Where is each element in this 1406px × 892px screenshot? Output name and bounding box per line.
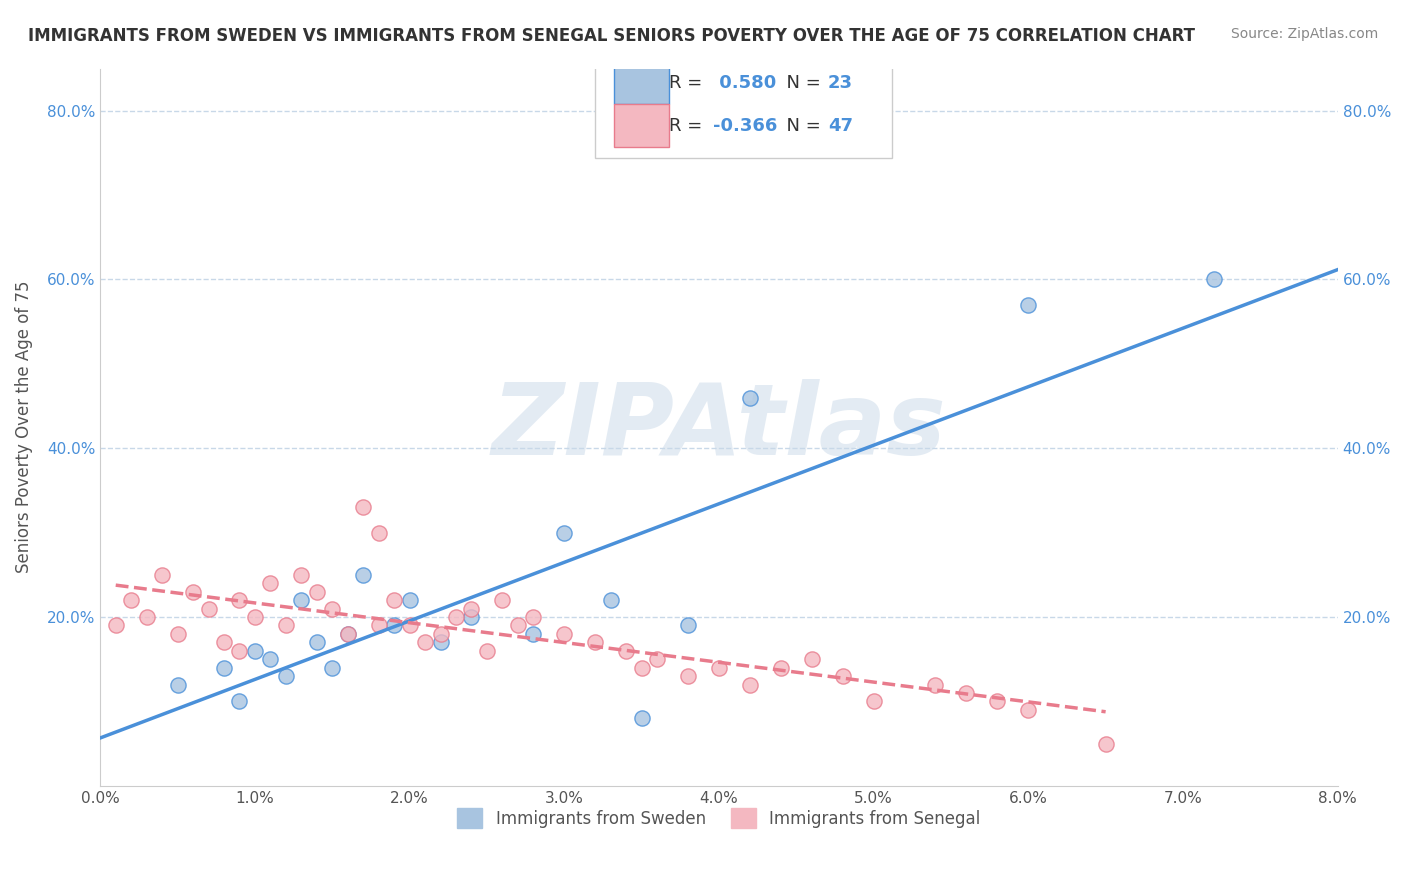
FancyBboxPatch shape xyxy=(595,62,893,158)
Point xyxy=(104,618,127,632)
Text: N =: N = xyxy=(775,117,827,135)
Point xyxy=(506,618,529,632)
FancyBboxPatch shape xyxy=(614,62,669,104)
Text: 0.580: 0.580 xyxy=(713,74,776,92)
Point xyxy=(382,593,405,607)
Point xyxy=(460,601,482,615)
Point xyxy=(614,644,637,658)
Text: R =: R = xyxy=(669,117,709,135)
Point xyxy=(259,652,281,666)
Point xyxy=(321,660,343,674)
Point xyxy=(197,601,219,615)
Point xyxy=(444,610,467,624)
Point xyxy=(986,694,1008,708)
Point xyxy=(274,618,297,632)
Text: -0.366: -0.366 xyxy=(713,117,778,135)
Text: 47: 47 xyxy=(828,117,853,135)
Point xyxy=(769,660,792,674)
Point xyxy=(243,644,266,658)
Point xyxy=(228,694,250,708)
Point xyxy=(676,618,699,632)
Text: 23: 23 xyxy=(828,74,853,92)
Point xyxy=(228,593,250,607)
Point xyxy=(460,610,482,624)
Point xyxy=(305,584,328,599)
Point xyxy=(352,567,374,582)
Point xyxy=(290,567,312,582)
Legend: Immigrants from Sweden, Immigrants from Senegal: Immigrants from Sweden, Immigrants from … xyxy=(451,801,987,835)
Point xyxy=(429,635,451,649)
Point xyxy=(831,669,853,683)
Point xyxy=(228,644,250,658)
Point xyxy=(491,593,513,607)
Point xyxy=(120,593,142,607)
Point xyxy=(352,500,374,515)
Point xyxy=(738,677,761,691)
Point xyxy=(166,677,188,691)
Point xyxy=(321,601,343,615)
FancyBboxPatch shape xyxy=(614,104,669,147)
Point xyxy=(212,660,235,674)
Point xyxy=(382,618,405,632)
Point xyxy=(166,627,188,641)
Text: IMMIGRANTS FROM SWEDEN VS IMMIGRANTS FROM SENEGAL SENIORS POVERTY OVER THE AGE O: IMMIGRANTS FROM SWEDEN VS IMMIGRANTS FRO… xyxy=(28,27,1195,45)
Point xyxy=(336,627,359,641)
Point xyxy=(259,576,281,591)
Point xyxy=(1017,703,1039,717)
Point xyxy=(212,635,235,649)
Point xyxy=(336,627,359,641)
Point xyxy=(290,593,312,607)
Point xyxy=(135,610,157,624)
Point xyxy=(367,618,389,632)
Point xyxy=(630,711,652,725)
Point xyxy=(367,525,389,540)
Point xyxy=(305,635,328,649)
Text: Source: ZipAtlas.com: Source: ZipAtlas.com xyxy=(1230,27,1378,41)
Point xyxy=(522,627,544,641)
Point xyxy=(862,694,884,708)
Point xyxy=(413,635,436,649)
Text: R =: R = xyxy=(669,74,709,92)
Point xyxy=(676,669,699,683)
Point xyxy=(181,584,204,599)
Point xyxy=(475,644,498,658)
Point xyxy=(553,627,575,641)
Point xyxy=(645,652,668,666)
Point xyxy=(522,610,544,624)
Point xyxy=(553,525,575,540)
Point xyxy=(150,567,173,582)
Point xyxy=(738,391,761,405)
Point xyxy=(583,635,606,649)
Point xyxy=(800,652,823,666)
Point xyxy=(243,610,266,624)
Point xyxy=(398,593,420,607)
Point xyxy=(707,660,730,674)
Point xyxy=(1017,298,1039,312)
Point xyxy=(429,627,451,641)
Point xyxy=(274,669,297,683)
Y-axis label: Seniors Poverty Over the Age of 75: Seniors Poverty Over the Age of 75 xyxy=(15,281,32,574)
Point xyxy=(398,618,420,632)
Point xyxy=(599,593,621,607)
Point xyxy=(630,660,652,674)
Point xyxy=(955,686,977,700)
Text: ZIPAtlas: ZIPAtlas xyxy=(492,378,946,475)
Point xyxy=(1094,737,1116,751)
Point xyxy=(1202,272,1225,286)
Text: N =: N = xyxy=(775,74,827,92)
Point xyxy=(924,677,946,691)
